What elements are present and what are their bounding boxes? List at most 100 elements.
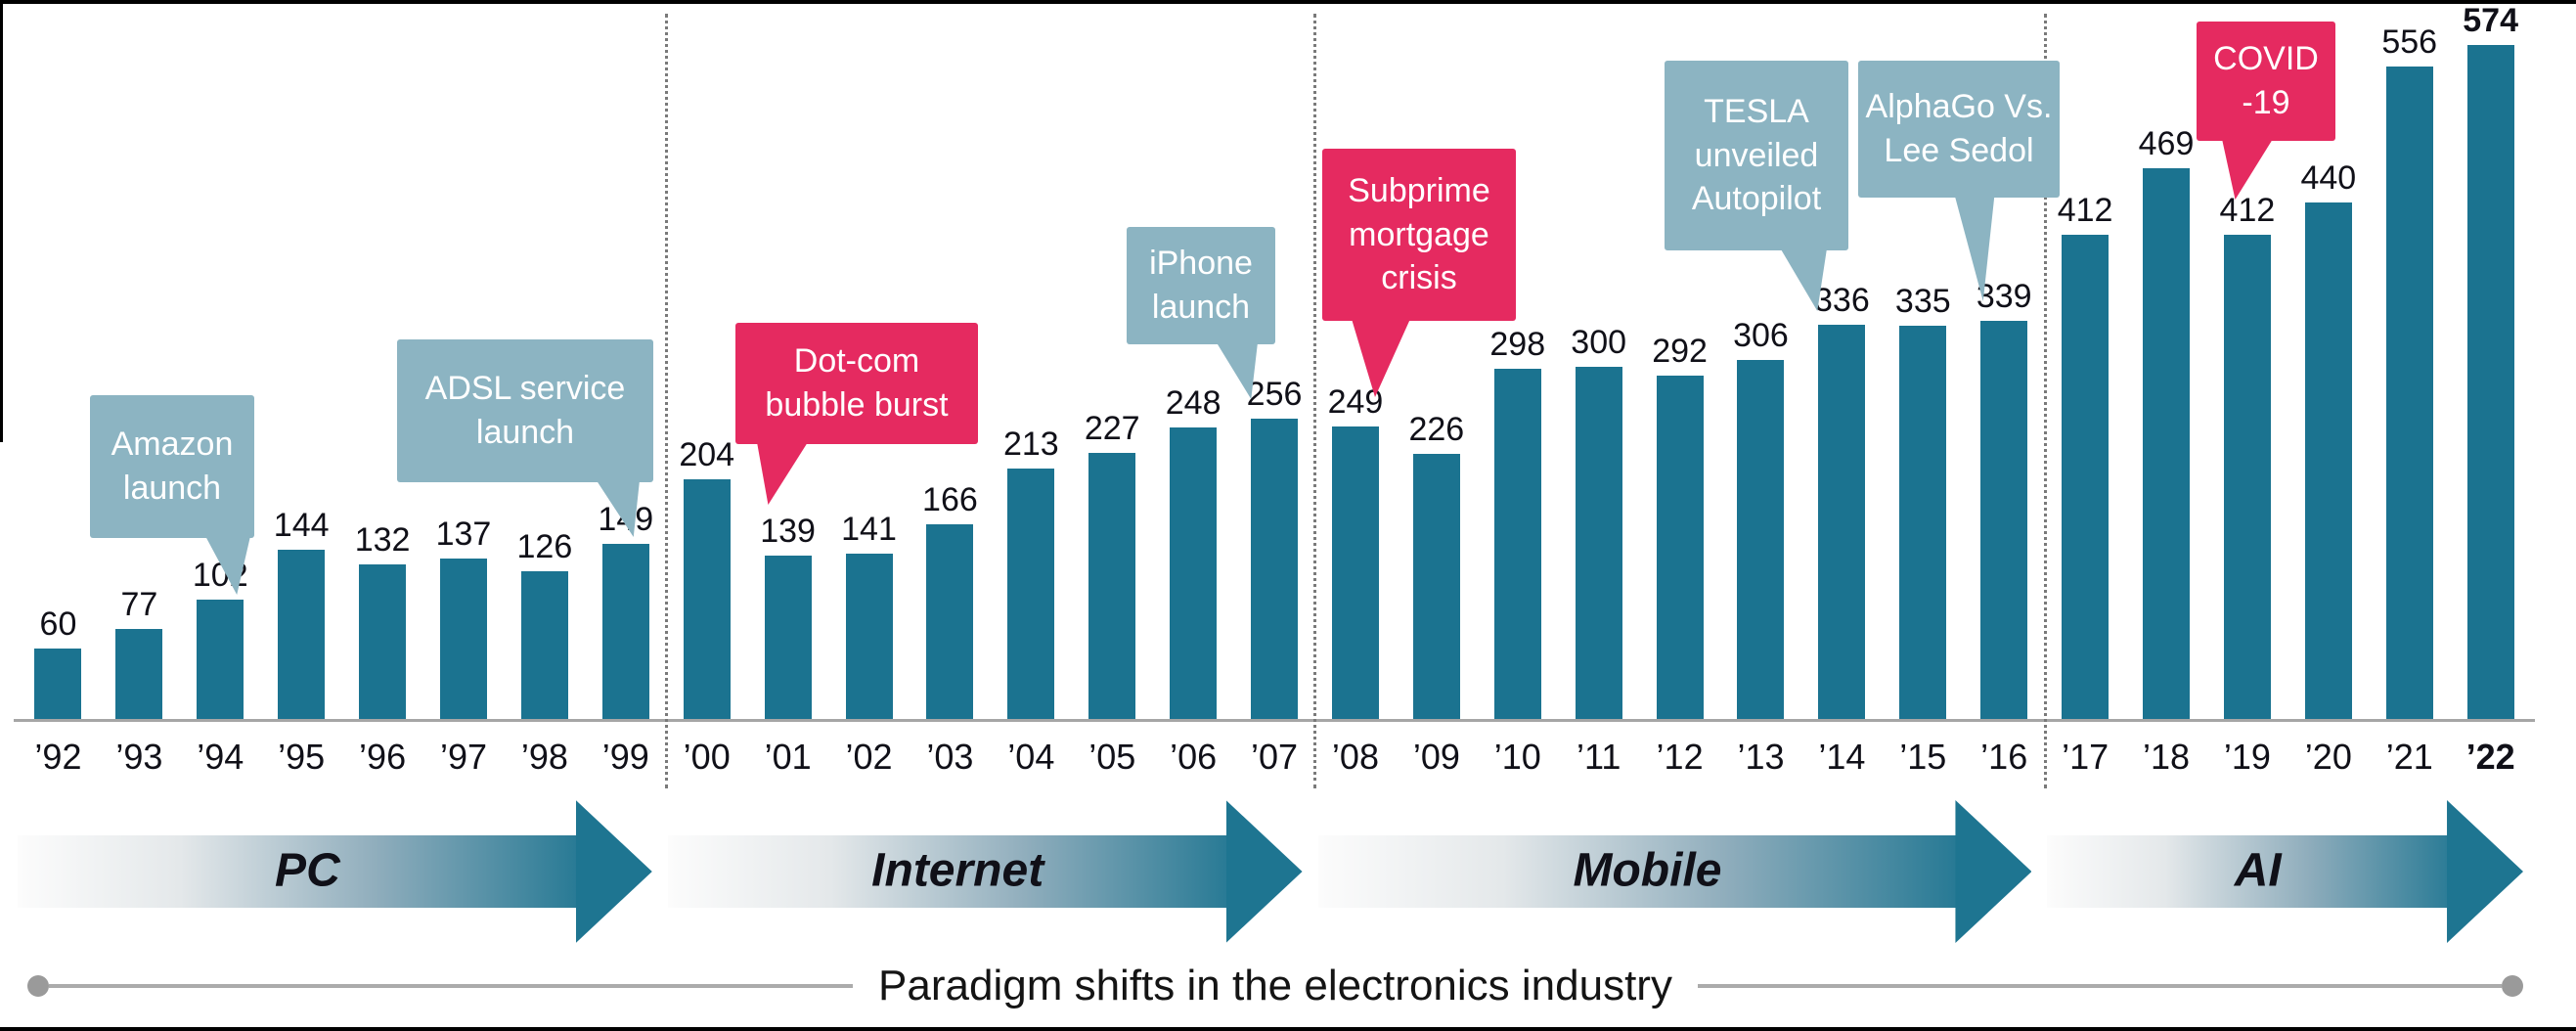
bar (1331, 426, 1379, 719)
bar-value-label: 469 (2138, 125, 2195, 162)
era-label: AI (2234, 844, 2282, 897)
year-label-’20: ’20 (2304, 737, 2352, 777)
bar (926, 524, 974, 719)
bar (2223, 235, 2271, 719)
era-arrow-internet: Internet (667, 800, 1303, 943)
callout-tesla: TESLA unveiled Autopilot (1665, 61, 1848, 311)
era-divider (1313, 14, 1317, 788)
callout-dotcom: Dot-com bubble burst (735, 323, 978, 505)
x-axis-line (14, 719, 2535, 722)
bar (845, 554, 893, 719)
bar (439, 559, 487, 719)
year-label-’15: ’15 (1899, 737, 1947, 777)
bar (115, 629, 163, 719)
bar-column-’07: 256 (1234, 0, 1315, 719)
callout-text-line: Autopilot (1691, 180, 1822, 218)
callout-text-line: launch (122, 470, 222, 507)
year-label-’93: ’93 (115, 737, 163, 777)
bar-value-label: 60 (39, 605, 77, 643)
year-label-’92: ’92 (34, 737, 82, 777)
callout-text-line: Subprime (1348, 171, 1490, 209)
bar-column-’05: 227 (1072, 0, 1153, 719)
year-label-’04: ’04 (1007, 737, 1055, 777)
page-border-bottom (0, 1027, 2576, 1031)
bar-value-label: 300 (1571, 324, 1627, 361)
bar-value-label: 412 (2219, 192, 2276, 229)
callout-text-line: Lee Sedol (1884, 132, 2034, 169)
year-label-’07: ’07 (1251, 737, 1299, 777)
year-label-’02: ’02 (845, 737, 893, 777)
year-label-’00: ’00 (683, 737, 731, 777)
bar-column-’19: 412 (2206, 0, 2287, 719)
bar (520, 571, 568, 719)
bar (1656, 376, 1704, 719)
year-label-’09: ’09 (1412, 737, 1460, 777)
year-label-’96: ’96 (359, 737, 407, 777)
bar (2385, 67, 2433, 719)
bar-column-’12: 292 (1639, 0, 1720, 719)
bar-value-label: 227 (1084, 410, 1140, 447)
bar (1493, 369, 1541, 719)
bar-column-’09: 226 (1396, 0, 1477, 719)
bar (601, 544, 649, 719)
bar-value-label: 126 (516, 528, 573, 565)
year-label-’03: ’03 (926, 737, 974, 777)
bar (1088, 453, 1136, 719)
bar (278, 550, 326, 719)
bar-value-label: 412 (2057, 192, 2113, 229)
callout-covid: COVID -19 (2197, 22, 2335, 200)
bar (34, 649, 82, 719)
year-label-’97: ’97 (439, 737, 487, 777)
bar-value-label: 139 (760, 513, 816, 550)
bar-value-label: 339 (1976, 278, 2032, 315)
bar-value-label: 574 (2463, 2, 2518, 39)
bar-column-’18: 469 (2126, 0, 2207, 719)
callout-adsl: ADSL service launch (397, 339, 653, 537)
callout-text-line: iPhone (1149, 245, 1253, 283)
bar-column-’93: 77 (99, 0, 180, 719)
timeline-dot-left (27, 975, 49, 997)
year-label-’17: ’17 (2062, 737, 2110, 777)
bar-value-label: 226 (1408, 411, 1465, 448)
bar (683, 479, 731, 719)
bar (1007, 469, 1055, 719)
callout-text-line: COVID (2213, 40, 2319, 78)
era-arrow-body (2047, 835, 2469, 908)
bar-value-label: 166 (922, 481, 978, 518)
bar-column-’20: 440 (2287, 0, 2369, 719)
bar-value-label: 440 (2300, 159, 2357, 197)
callout-text-line: mortgage (1349, 215, 1489, 253)
era-arrow-mobile: Mobile (1317, 800, 2032, 943)
timeline-line-right (1697, 984, 2503, 988)
era-arrow-body (1317, 835, 1977, 908)
bar-value-label: 556 (2381, 23, 2438, 61)
bar-value-label: 141 (841, 511, 897, 548)
bar-column-’97: 137 (423, 0, 505, 719)
callout-text-line: TESLA (1704, 92, 1809, 130)
bar-value-label: 256 (1246, 376, 1303, 413)
era-divider (665, 14, 669, 788)
bar-column-’92: 60 (18, 0, 99, 719)
year-label-’18: ’18 (2142, 737, 2191, 777)
bar-column-’10: 298 (1477, 0, 1558, 719)
bar (1899, 326, 1947, 719)
era-arrow-body (667, 835, 1248, 908)
bar (1251, 419, 1299, 719)
callout-text-line: launch (1151, 289, 1251, 326)
timeline-caption-row: Paradigm shifts in the electronics indus… (27, 962, 2524, 1009)
callout-text-line: ADSL service (424, 370, 626, 408)
era-divider (2043, 14, 2047, 788)
callout-text-line: -19 (2242, 84, 2290, 121)
bar-value-label: 213 (1002, 426, 1059, 463)
page-border-left (0, 0, 3, 442)
callout-text-line: launch (475, 414, 575, 451)
callout-text-line: AlphaGo Vs. (1865, 88, 2053, 126)
bar-column-’11: 300 (1558, 0, 1639, 719)
year-label-’11: ’11 (1576, 737, 1621, 777)
bar (197, 600, 244, 719)
bar (2143, 168, 2191, 719)
bar-value-label: 204 (679, 436, 735, 473)
year-label-’08: ’08 (1331, 737, 1379, 777)
year-label-’16: ’16 (1980, 737, 2028, 777)
bar-column-’22: 574 (2450, 0, 2531, 719)
